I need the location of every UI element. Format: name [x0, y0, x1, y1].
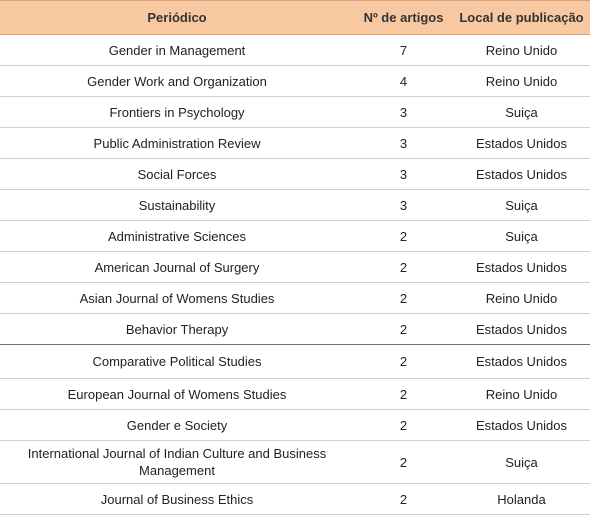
article-count: 2 [354, 313, 453, 345]
publication-place: Reino Unido [453, 378, 590, 410]
publication-place: Reino Unido [453, 34, 590, 66]
journal-name: Sustainability [0, 189, 354, 221]
table-row: Gender e Society 2 Estados Unidos [0, 409, 590, 441]
publication-place: Estados Unidos [453, 158, 590, 190]
header-cell: Local de publicação [453, 0, 590, 35]
article-count: 3 [354, 127, 453, 159]
publication-place: Reino Unido [453, 65, 590, 97]
table-row: Comparative Political Studies 2 Estados Un… [0, 344, 590, 379]
journal-name: Administrative Sciences [0, 220, 354, 252]
article-count: 2 [354, 483, 453, 515]
table-row: Gender Work and Organization 4 Reino Unido [0, 65, 590, 97]
publication-place: Estados Unidos [453, 313, 590, 345]
publication-place: Suiça [453, 440, 590, 484]
table-row: Frontiers in Psychology 3 Suiça [0, 96, 590, 128]
article-count: 3 [354, 158, 453, 190]
journal-name: Gender e Society [0, 409, 354, 441]
publication-place: Estados Unidos [453, 344, 590, 379]
journal-name: Gender in Management [0, 34, 354, 66]
article-count: 2 [354, 344, 453, 379]
table-row: Gender in Management 7 Reino Unido [0, 34, 590, 66]
header-cell: Periódico [0, 0, 354, 35]
article-count: 3 [354, 189, 453, 221]
journal-name: Social Forces [0, 158, 354, 190]
journal-name: International Journal of Indian Culture … [0, 440, 354, 484]
article-count: 7 [354, 34, 453, 66]
journal-name: European Journal of Womens Studies [0, 378, 354, 410]
article-count: 4 [354, 65, 453, 97]
article-count: 3 [354, 96, 453, 128]
publication-place: Suiça [453, 189, 590, 221]
table-row: Asian Journal of Womens Studies 2 Reino Un… [0, 282, 590, 314]
table-row: Behavior Therapy 2 Estados Unidos [0, 313, 590, 345]
table-row: Social Forces 3 Estados Unidos [0, 158, 590, 190]
article-count: 2 [354, 378, 453, 410]
publication-place: Estados Unidos [453, 409, 590, 441]
publication-place: Reino Unido [453, 282, 590, 314]
publication-place: Estados Unidos [453, 127, 590, 159]
journal-name: Behavior Therapy [0, 313, 354, 345]
table-body: Gender in Management 7 Reino Unido Gender W… [0, 34, 590, 515]
header-cell: Nº de artigos [354, 0, 453, 35]
journal-name: Frontiers in Psychology [0, 96, 354, 128]
header-row: Periódico Nº de artigos Local de publica… [0, 0, 590, 35]
publication-place: Suiça [453, 220, 590, 252]
journal-name: American Journal of Surgery [0, 251, 354, 283]
journal-name: Journal of Business Ethics [0, 483, 354, 515]
article-count: 2 [354, 440, 453, 484]
publication-place: Estados Unidos [453, 251, 590, 283]
table-row: Journal of Business Ethics 2 Holanda [0, 483, 590, 515]
publication-place: Holanda [453, 483, 590, 515]
table-row: International Journal of Indian Culture … [0, 440, 590, 484]
article-count: 2 [354, 251, 453, 283]
table-row: Sustainability 3 Suiça [0, 189, 590, 221]
table-row: European Journal of Womens Studies 2 Reino… [0, 378, 590, 410]
article-count: 2 [354, 409, 453, 441]
journal-name: Public Administration Review [0, 127, 354, 159]
journal-name: Gender Work and Organization [0, 65, 354, 97]
article-count: 2 [354, 282, 453, 314]
table-row: American Journal of Surgery 2 Estados Unid… [0, 251, 590, 283]
journal-name: Asian Journal of Womens Studies [0, 282, 354, 314]
publication-place: Suiça [453, 96, 590, 128]
article-count: 2 [354, 220, 453, 252]
journal-name: Comparative Political Studies [0, 344, 354, 379]
table-row: Public Administration Review 3 Estados Uni… [0, 127, 590, 159]
table-row: Administrative Sciences 2 Suiça [0, 220, 590, 252]
